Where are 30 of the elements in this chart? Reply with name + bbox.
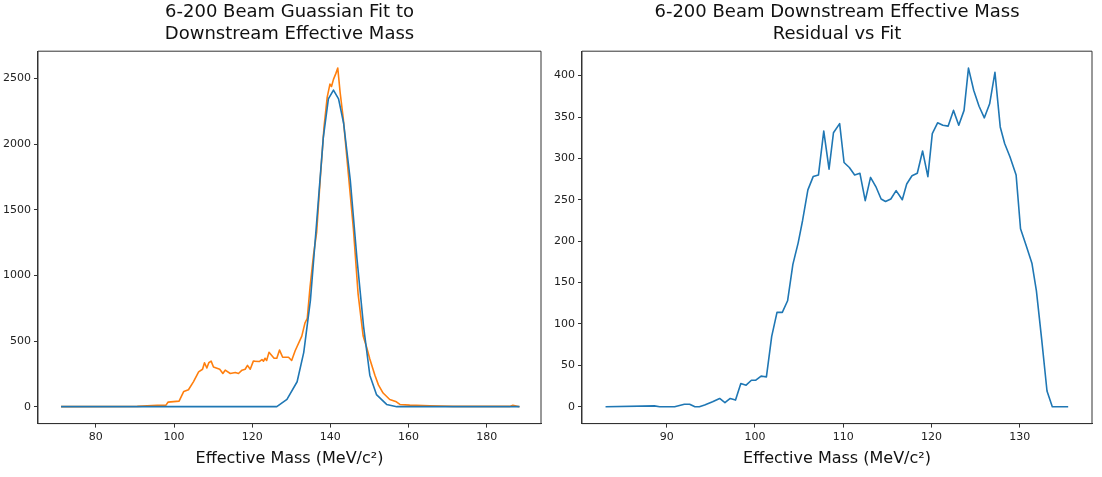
x-tick-label: 100 <box>744 430 766 444</box>
x-tick-label: 80 <box>88 430 103 444</box>
y-tick-label: 300 <box>554 151 575 165</box>
y-tick-label: 250 <box>554 192 575 206</box>
y-tick-label: 1500 <box>2 202 31 216</box>
chart-title: 6-200 Beam Downstream Effective Mass Residual vs Fit <box>654 0 1020 44</box>
y-tick-label: 2500 <box>2 71 31 85</box>
x-tick-label: 120 <box>920 430 942 444</box>
x-tick-label: 130 <box>1009 430 1031 444</box>
x-axis-title: Effective Mass (MeV/c²) <box>195 447 384 467</box>
y-tick-label: 150 <box>554 275 575 289</box>
y-tick-label: 0 <box>23 399 31 413</box>
x-tick-label: 100 <box>163 430 185 444</box>
y-tick-label: 400 <box>554 68 575 82</box>
x-tick-label: 140 <box>319 430 341 444</box>
x-tick-label: 180 <box>476 430 498 444</box>
y-tick-label: 1000 <box>2 268 31 282</box>
y-tick-label: 100 <box>554 316 575 330</box>
y-tick-label: 50 <box>561 358 575 372</box>
y-tick-label: 350 <box>554 109 575 123</box>
x-tick-label: 120 <box>241 430 263 444</box>
y-tick-label: 200 <box>554 234 575 248</box>
chart-title: 6-200 Beam Guassian Fit to Downstream Effective Mass <box>164 0 415 44</box>
x-tick-label: 90 <box>659 430 674 444</box>
x-tick-label: 160 <box>398 430 420 444</box>
x-tick-label: 110 <box>832 430 854 444</box>
x-axis-title: Effective Mass (MeV/c²) <box>743 447 931 467</box>
y-tick-label: 2000 <box>2 137 31 151</box>
y-tick-label: 500 <box>9 333 31 347</box>
y-tick-label: 0 <box>568 399 575 413</box>
